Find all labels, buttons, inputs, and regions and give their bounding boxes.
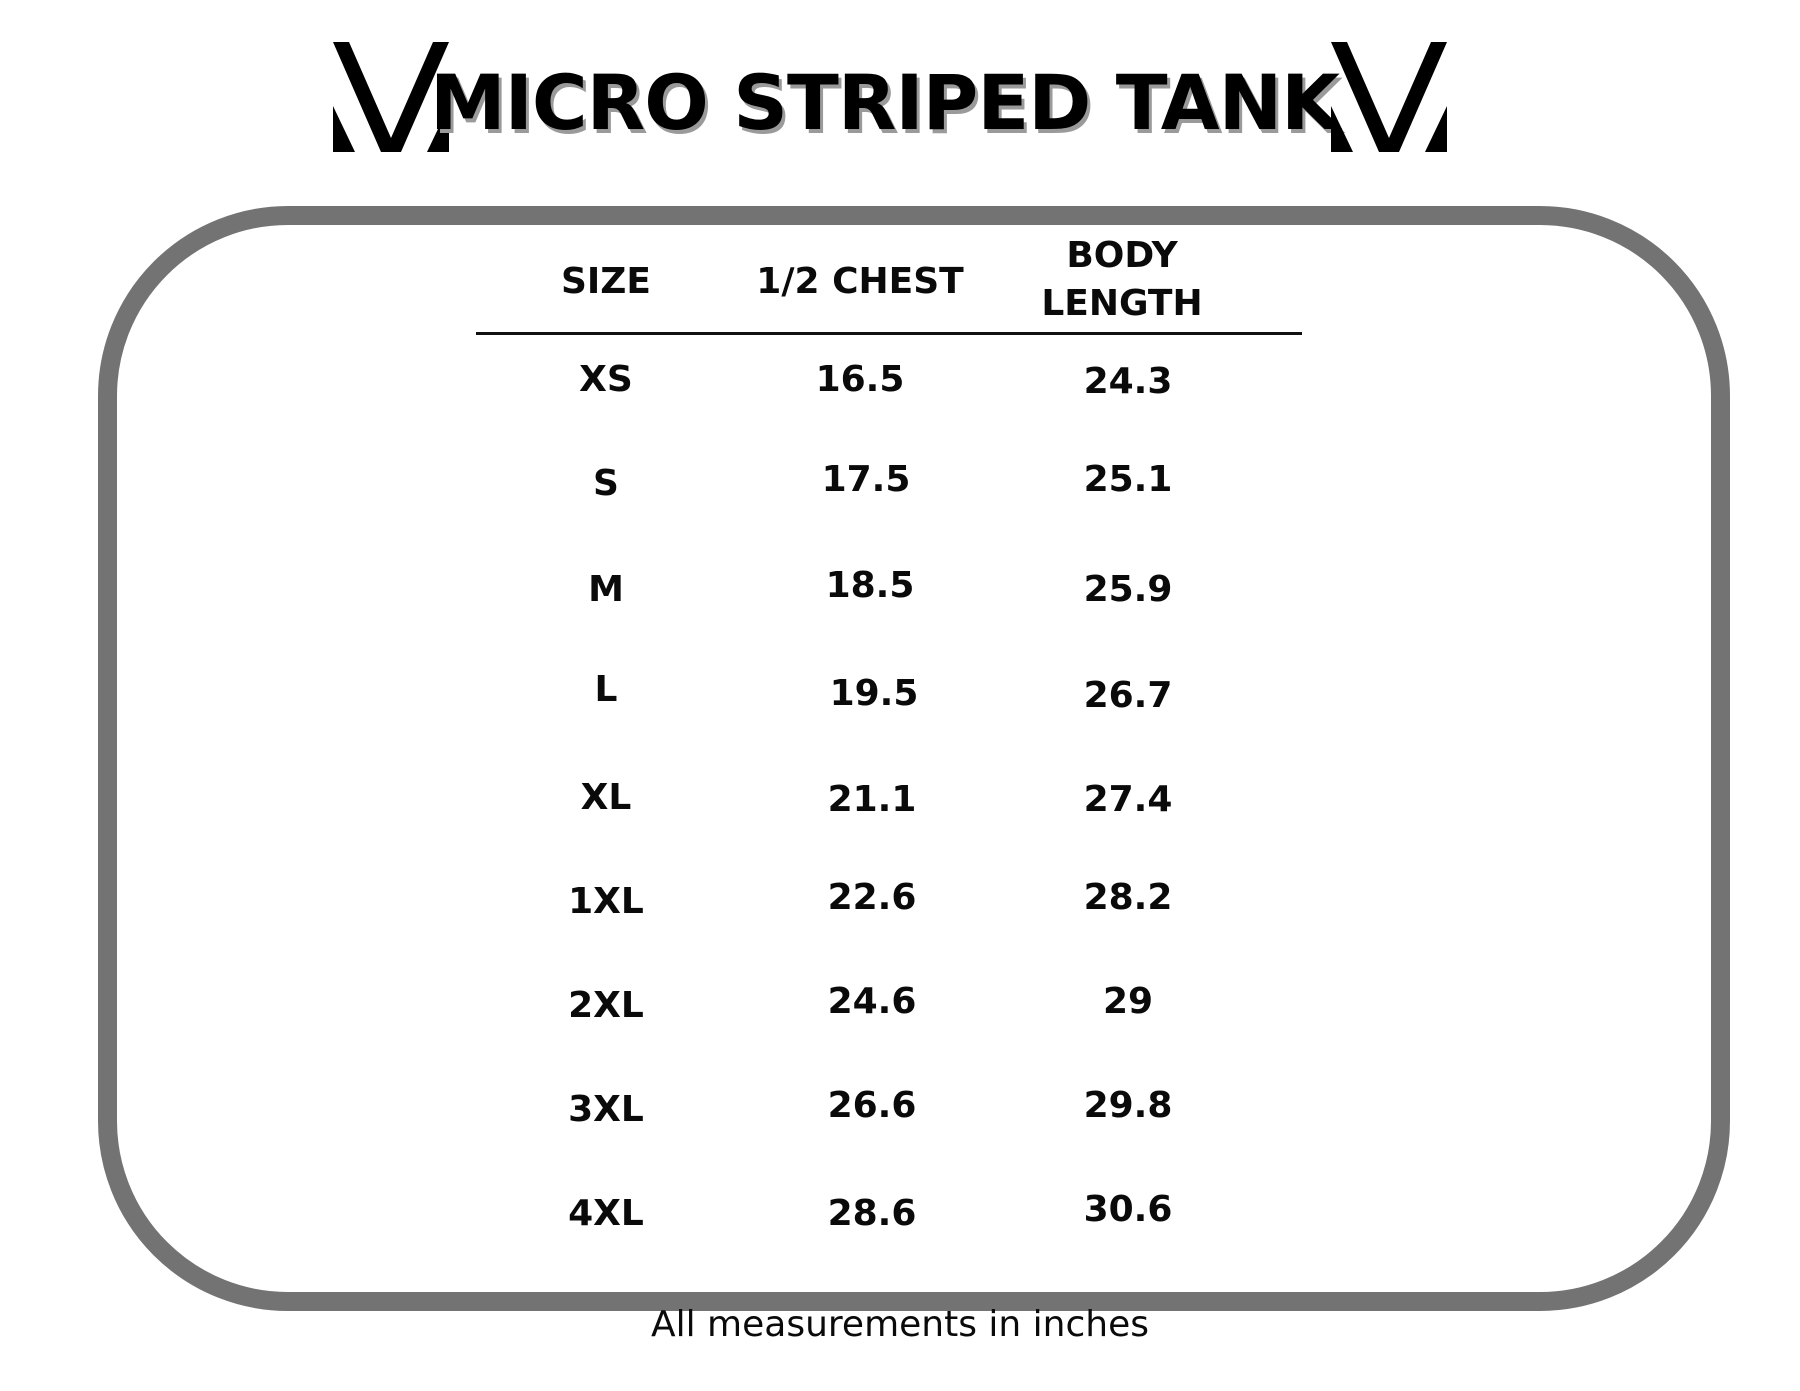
size-cell: XS: [579, 359, 633, 400]
length-cell: 29.8: [1083, 1085, 1173, 1126]
length-cell: 27.4: [1083, 779, 1173, 820]
chevron-logo-icon: [333, 42, 449, 152]
chest-cell: 28.6: [827, 1193, 917, 1234]
header: MICRO STRIPED TANK: [0, 40, 1800, 160]
column-header-size: SIZE: [506, 258, 706, 306]
length-cell: 25.9: [1083, 569, 1173, 610]
size-cell: 3XL: [568, 1089, 644, 1130]
chest-cell: 19.5: [829, 673, 919, 714]
column-header-chest-label: 1/2 CHEST: [756, 261, 964, 302]
column-header-body-length-line2: LENGTH: [1041, 283, 1203, 324]
length-cell: 29: [1102, 981, 1154, 1022]
size-cell: 1XL: [568, 881, 644, 922]
size-cell: M: [588, 569, 624, 610]
length-cell: 26.7: [1083, 675, 1173, 716]
chest-cell: 21.1: [827, 779, 917, 820]
length-cell: 30.6: [1083, 1189, 1173, 1230]
chest-cell: 16.5: [815, 359, 905, 400]
chest-cell: 22.6: [827, 877, 917, 918]
column-header-body-length-line1: BODY: [1066, 235, 1178, 276]
chest-cell: 24.6: [827, 981, 917, 1022]
column-header-body-length: BODY LENGTH: [1032, 232, 1212, 328]
measurement-note: All measurements in inches: [650, 1304, 1150, 1345]
page-title: MICRO STRIPED TANK: [430, 58, 1340, 147]
column-header-size-label: SIZE: [560, 261, 652, 302]
size-cell: L: [594, 669, 618, 710]
size-cell: 2XL: [568, 985, 644, 1026]
chest-cell: 26.6: [827, 1085, 917, 1126]
length-cell: 24.3: [1083, 361, 1173, 402]
size-cell: 4XL: [568, 1193, 644, 1234]
length-cell: 28.2: [1083, 877, 1173, 918]
size-cell: XL: [580, 777, 632, 818]
length-cell: 25.1: [1083, 459, 1173, 500]
header-divider: [476, 332, 1302, 335]
chevron-logo-icon: [1331, 42, 1447, 152]
chest-cell: 17.5: [821, 459, 911, 500]
chest-cell: 18.5: [825, 565, 915, 606]
size-chart-frame: [98, 206, 1730, 1311]
column-header-chest: 1/2 CHEST: [735, 258, 985, 306]
size-cell: S: [593, 463, 619, 504]
